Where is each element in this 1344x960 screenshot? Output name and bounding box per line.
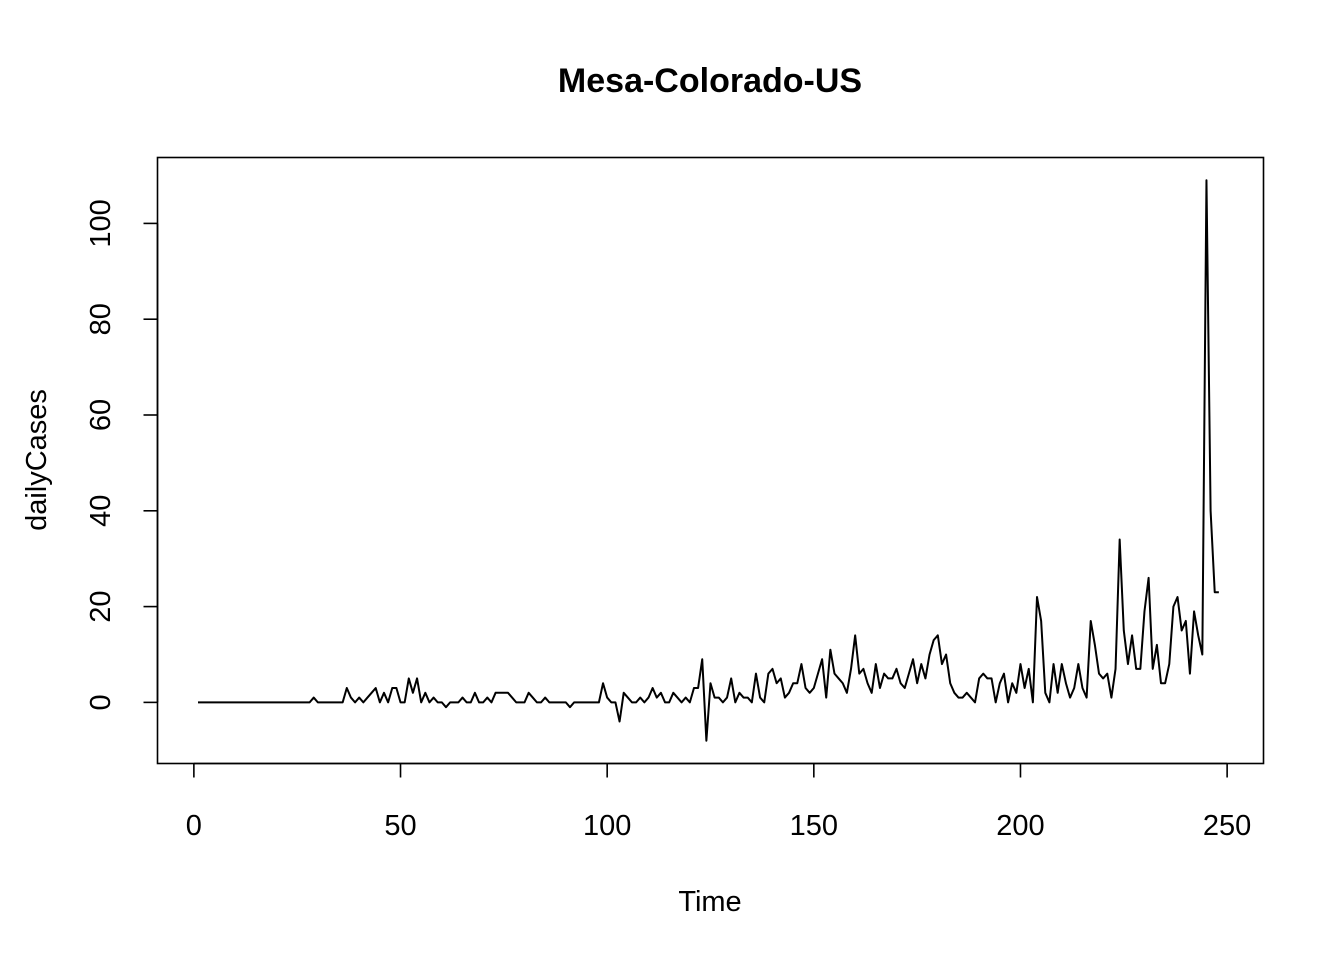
x-tick-label-2: 100 — [583, 810, 631, 842]
x-axis-label: Time — [678, 886, 741, 918]
x-axis: 0 50 100 150 200 250 — [186, 762, 1251, 842]
y-tick-label-1: 20 — [85, 590, 117, 622]
y-tick-label-3: 60 — [85, 399, 117, 431]
y-tick-label-2: 40 — [85, 495, 117, 527]
series-line-0 — [198, 179, 1219, 742]
x-tick-label-5: 250 — [1203, 810, 1251, 842]
y-axis: 0 20 40 60 80 100 — [85, 199, 159, 710]
y-tick-label-0: 0 — [85, 694, 117, 710]
x-tick-label-3: 150 — [790, 810, 838, 842]
y-axis-label: dailyCases — [21, 389, 53, 531]
x-tick-label-1: 50 — [384, 810, 416, 842]
chart-title: Mesa-Colorado-US — [558, 62, 862, 100]
y-tick-label-4: 80 — [85, 303, 117, 335]
y-tick-label-5: 100 — [85, 199, 117, 247]
x-tick-label-4: 200 — [996, 810, 1044, 842]
series-layer — [198, 179, 1219, 742]
x-tick-label-0: 0 — [186, 810, 202, 842]
plot-frame — [156, 156, 1265, 765]
